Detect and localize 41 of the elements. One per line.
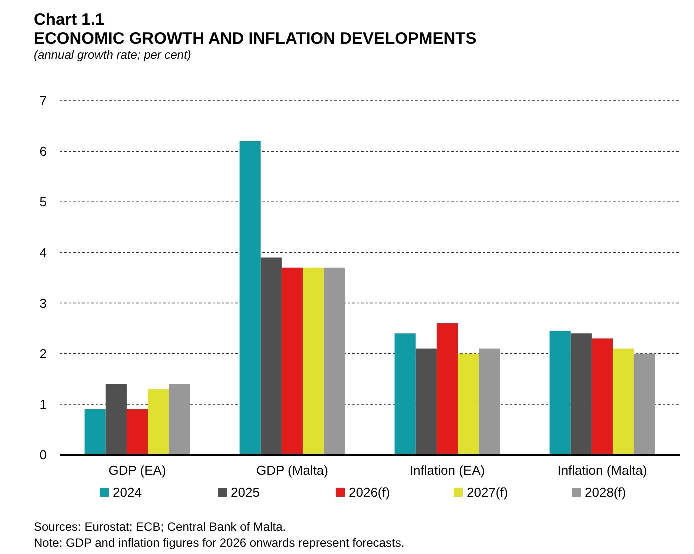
bar xyxy=(550,331,571,455)
y-tick-label: 4 xyxy=(40,245,47,260)
y-tick-label: 3 xyxy=(40,296,47,311)
bar xyxy=(84,409,106,455)
y-tick-label: 6 xyxy=(40,144,47,160)
bar xyxy=(394,334,416,455)
legend-label: 2025 xyxy=(231,485,260,500)
chart-title: Chart 1.1 ECONOMIC GROWTH AND INFLATION DEVELOPMENTS xyxy=(34,11,477,48)
bar xyxy=(324,268,346,455)
bar xyxy=(169,384,190,455)
x-tick-label: GDP (EA) xyxy=(108,463,166,478)
chart-subtitle: (annual growth rate; per cent) xyxy=(34,48,192,62)
bar xyxy=(634,354,656,455)
bar xyxy=(436,324,458,455)
bar xyxy=(106,384,127,455)
y-tick-label: 2 xyxy=(40,346,47,362)
bar xyxy=(260,258,282,455)
bar xyxy=(570,334,592,455)
text: Note: GDP and inflation figures for 2026 onwards represent forecasts. xyxy=(34,536,405,550)
x-tick-label: Inflation (EA) xyxy=(410,463,486,478)
bar xyxy=(479,348,500,455)
bar xyxy=(240,141,261,455)
y-tick-label: 1 xyxy=(40,396,47,412)
bar xyxy=(592,338,614,455)
bar xyxy=(613,348,634,455)
legend-label: 2024 xyxy=(113,485,142,500)
legend-label: 2028(f) xyxy=(585,485,626,500)
source-note: Sources: Eurostat; ECB; Central Bank of Malta. xyxy=(34,520,286,534)
legend-label: 2026(f) xyxy=(349,485,390,500)
x-tick-label: Inflation (Malta) xyxy=(558,463,648,478)
y-tick-label: 7 xyxy=(40,94,47,109)
y-tick-label: 5 xyxy=(40,194,47,210)
legend-label: 2027(f) xyxy=(467,485,508,500)
bar xyxy=(458,354,480,455)
y-tick-label: 0 xyxy=(40,448,47,463)
x-tick-label: GDP (Malta) xyxy=(256,463,328,478)
bar xyxy=(282,268,304,455)
bar xyxy=(126,409,148,455)
bar xyxy=(148,389,170,455)
bar xyxy=(303,268,324,455)
bar xyxy=(416,348,437,455)
